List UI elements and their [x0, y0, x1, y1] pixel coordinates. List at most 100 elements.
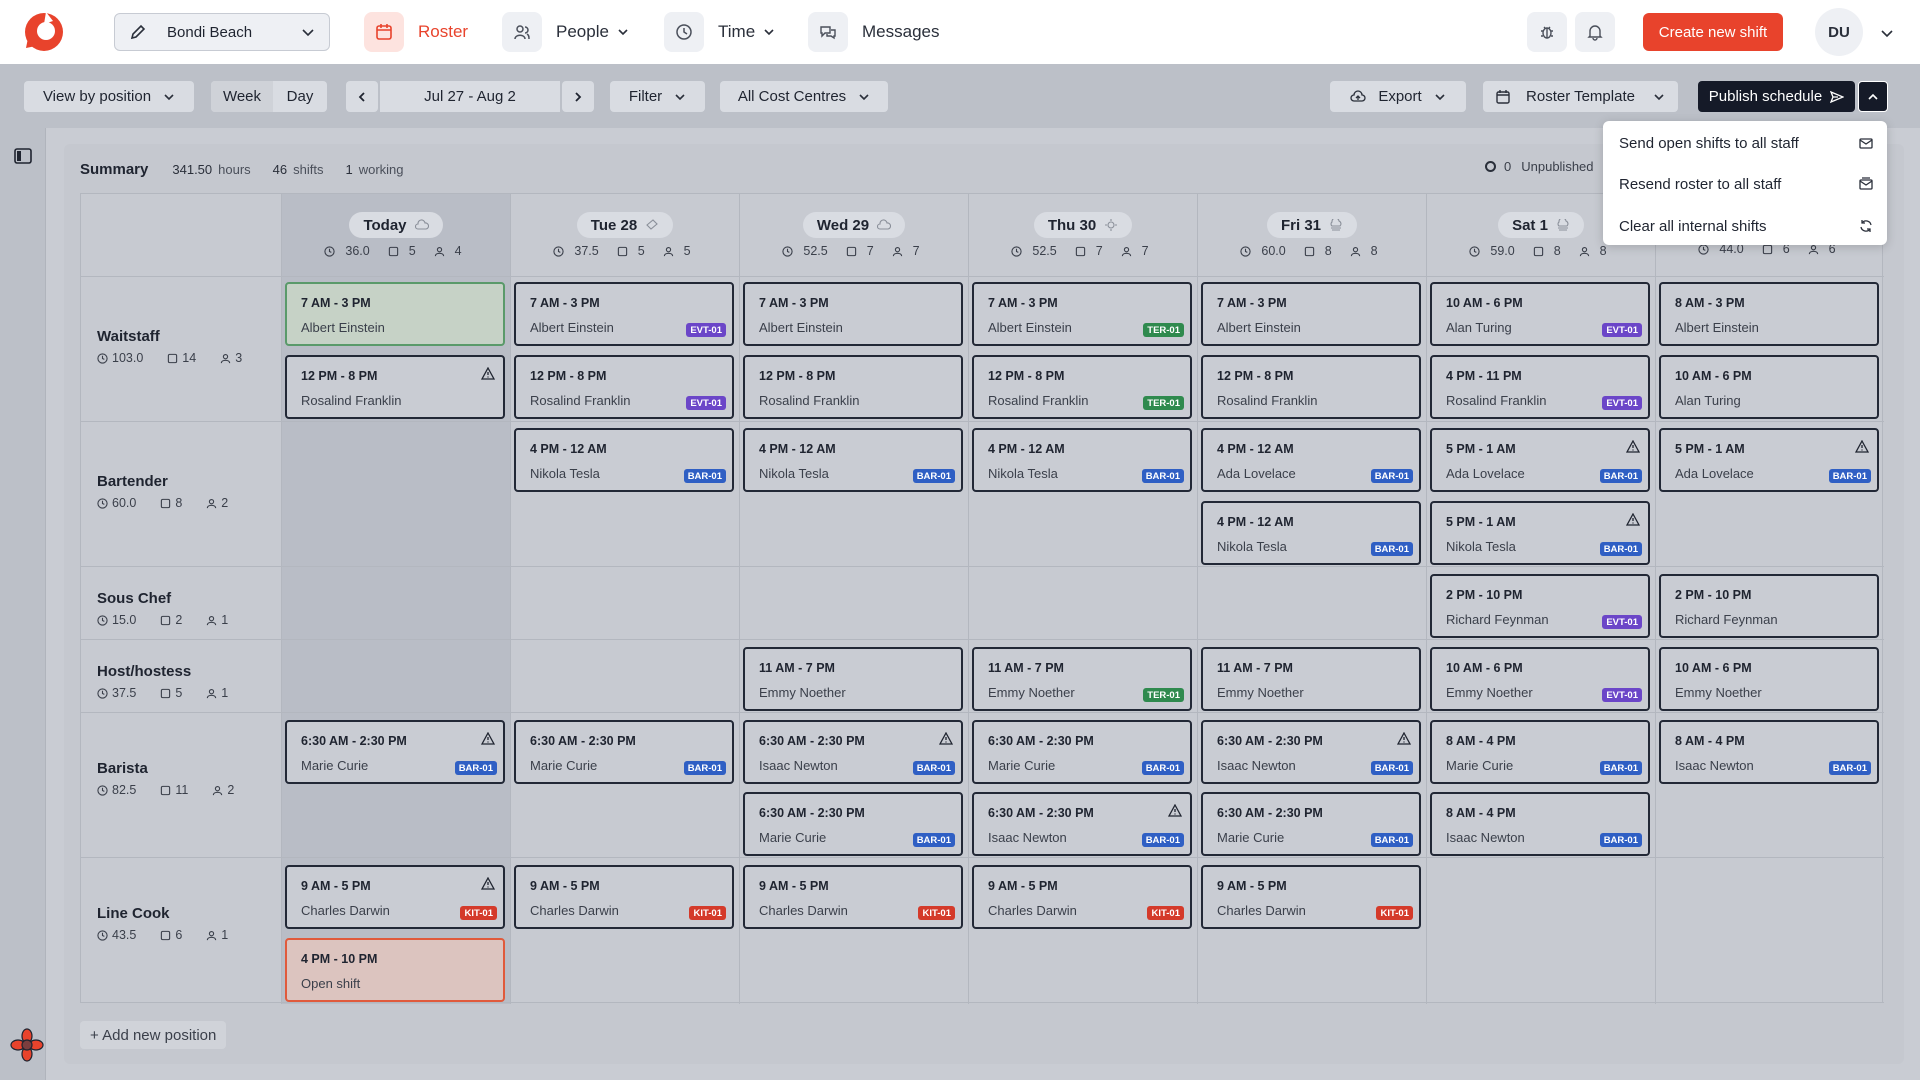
shift-card[interactable]: 6:30 AM - 2:30 PM Marie Curie BAR-01	[285, 720, 505, 784]
shift-card[interactable]: 5 PM - 1 AM Ada Lovelace BAR-01	[1430, 428, 1650, 492]
shift-card[interactable]: 11 AM - 7 PM Emmy Noether	[1201, 647, 1421, 711]
day-header[interactable]: Wed 29 52.5 7 7	[740, 212, 968, 258]
position-label[interactable]: Waitstaff 103.0 14 3	[97, 328, 266, 365]
week-toggle[interactable]: Week	[211, 81, 273, 112]
shift-card[interactable]: 2 PM - 10 PM Richard Feynman EVT-01	[1430, 574, 1650, 638]
publish-schedule-button[interactable]: Publish schedule	[1698, 81, 1855, 112]
position-label[interactable]: Sous Chef 15.0 2 1	[97, 590, 252, 627]
shift-card[interactable]: 8 AM - 4 PM Isaac Newton BAR-01	[1430, 792, 1650, 856]
notifications-button[interactable]	[1575, 12, 1615, 52]
shift-card[interactable]: 6:30 AM - 2:30 PM Marie Curie BAR-01	[972, 720, 1192, 784]
shift-card[interactable]: 9 AM - 5 PM Charles Darwin KIT-01	[1201, 865, 1421, 929]
shift-card[interactable]: 2 PM - 10 PM Richard Feynman	[1659, 574, 1879, 638]
chevron-down-icon[interactable]	[1880, 26, 1894, 40]
shift-card[interactable]: 4 PM - 12 AM Nikola Tesla BAR-01	[972, 428, 1192, 492]
nav-time[interactable]: Time	[664, 12, 775, 52]
shift-card[interactable]: 12 PM - 8 PM Rosalind Franklin EVT-01	[514, 355, 734, 419]
shift-card[interactable]: 10 AM - 6 PM Emmy Noether	[1659, 647, 1879, 711]
position-label[interactable]: Barista 82.5 11 2	[97, 760, 258, 797]
day-toggle[interactable]: Day	[286, 88, 314, 105]
shift-card[interactable]: 7 AM - 3 PM Albert Einstein	[285, 282, 505, 346]
add-new-position-button[interactable]: + Add new position	[80, 1021, 227, 1049]
warning-icon[interactable]	[481, 732, 495, 745]
shift-card[interactable]: 9 AM - 5 PM Charles Darwin KIT-01	[285, 865, 505, 929]
shift-card[interactable]: 8 AM - 4 PM Marie Curie BAR-01	[1430, 720, 1650, 784]
shift-card[interactable]: 7 AM - 3 PM Albert Einstein TER-01	[972, 282, 1192, 346]
open-shift-card[interactable]: 4 PM - 10 PM Open shift	[285, 938, 505, 1002]
warning-icon[interactable]	[1397, 732, 1411, 745]
export-button[interactable]: Export	[1330, 81, 1466, 112]
menu-send-open-shifts[interactable]: Send open shifts to all staff	[1619, 131, 1873, 155]
shift-card[interactable]: 6:30 AM - 2:30 PM Marie Curie BAR-01	[743, 792, 963, 856]
day-header[interactable]: Thu 30 52.5 7 7	[969, 212, 1197, 258]
day-header[interactable]: Tue 28 37.5 5 5	[511, 212, 739, 258]
day-label[interactable]: Fri 31	[1266, 212, 1358, 238]
shift-card[interactable]: 8 AM - 3 PM Albert Einstein	[1659, 282, 1879, 346]
day-label[interactable]: Sat 1	[1498, 212, 1584, 238]
brand-logo[interactable]	[22, 8, 66, 54]
warning-icon[interactable]	[1626, 440, 1640, 453]
shift-card[interactable]: 8 AM - 4 PM Isaac Newton BAR-01	[1659, 720, 1879, 784]
warning-icon[interactable]	[481, 877, 495, 890]
sidebar-toggle-icon[interactable]	[14, 148, 32, 164]
position-label[interactable]: Host/hostess 37.5 5 1	[97, 663, 252, 700]
nav-people[interactable]: People	[502, 12, 629, 52]
shift-card[interactable]: 6:30 AM - 2:30 PM Isaac Newton BAR-01	[743, 720, 963, 784]
shift-card[interactable]: 5 PM - 1 AM Nikola Tesla BAR-01	[1430, 501, 1650, 565]
shift-card[interactable]: 10 AM - 6 PM Emmy Noether EVT-01	[1430, 647, 1650, 711]
shift-card[interactable]: 4 PM - 12 AM Nikola Tesla BAR-01	[743, 428, 963, 492]
shift-card[interactable]: 12 PM - 8 PM Rosalind Franklin	[743, 355, 963, 419]
prev-week-button[interactable]	[346, 81, 378, 112]
shift-card[interactable]: 4 PM - 12 AM Ada Lovelace BAR-01	[1201, 428, 1421, 492]
date-range[interactable]: Jul 27 - Aug 2	[380, 81, 560, 112]
day-label[interactable]: Wed 29	[802, 212, 906, 238]
shift-card[interactable]: 4 PM - 11 PM Rosalind Franklin EVT-01	[1430, 355, 1650, 419]
shift-card[interactable]: 9 AM - 5 PM Charles Darwin KIT-01	[972, 865, 1192, 929]
warning-icon[interactable]	[1855, 440, 1869, 453]
menu-resend-roster[interactable]: Resend roster to all staff	[1619, 172, 1873, 196]
warning-icon[interactable]	[939, 732, 953, 745]
bug-report-button[interactable]	[1527, 12, 1567, 52]
shift-card[interactable]: 12 PM - 8 PM Rosalind Franklin	[1201, 355, 1421, 419]
roster-template-select[interactable]: Roster Template	[1483, 81, 1678, 112]
shift-card[interactable]: 7 AM - 3 PM Albert Einstein EVT-01	[514, 282, 734, 346]
shift-card[interactable]: 11 AM - 7 PM Emmy Noether TER-01	[972, 647, 1192, 711]
position-label[interactable]: Bartender 60.0 8 2	[97, 473, 252, 510]
day-label[interactable]: Tue 28	[576, 212, 674, 238]
day-header[interactable]: Fri 31 60.0 8 8	[1198, 212, 1426, 258]
shift-card[interactable]: 6:30 AM - 2:30 PM Marie Curie BAR-01	[1201, 792, 1421, 856]
warning-icon[interactable]	[1168, 804, 1182, 817]
shift-card[interactable]: 7 AM - 3 PM Albert Einstein	[743, 282, 963, 346]
day-header[interactable]: Today 36.0 5 4	[282, 212, 510, 258]
menu-clear-internal-shifts[interactable]: Clear all internal shifts	[1619, 214, 1873, 238]
shift-card[interactable]: 9 AM - 5 PM Charles Darwin KIT-01	[743, 865, 963, 929]
filter-button[interactable]: Filter	[610, 81, 705, 112]
publish-options-toggle[interactable]	[1858, 81, 1888, 112]
next-week-button[interactable]	[562, 81, 594, 112]
nav-messages[interactable]: Messages	[808, 12, 939, 52]
shift-card[interactable]: 4 PM - 12 AM Nikola Tesla BAR-01	[1201, 501, 1421, 565]
shift-card[interactable]: 10 AM - 6 PM Alan Turing	[1659, 355, 1879, 419]
assistant-flower-icon[interactable]	[10, 1028, 44, 1062]
location-select[interactable]: Bondi Beach	[114, 13, 330, 51]
shift-card[interactable]: 6:30 AM - 2:30 PM Isaac Newton BAR-01	[972, 792, 1192, 856]
nav-roster[interactable]: Roster	[364, 12, 468, 52]
avatar[interactable]: DU	[1815, 8, 1863, 56]
day-label[interactable]: Today	[349, 212, 443, 238]
view-by-select[interactable]: View by position	[24, 81, 194, 112]
shift-card[interactable]: 5 PM - 1 AM Ada Lovelace BAR-01	[1659, 428, 1879, 492]
warning-icon[interactable]	[481, 367, 495, 380]
shift-card[interactable]: 6:30 AM - 2:30 PM Isaac Newton BAR-01	[1201, 720, 1421, 784]
shift-card[interactable]: 10 AM - 6 PM Alan Turing EVT-01	[1430, 282, 1650, 346]
cost-centres-select[interactable]: All Cost Centres	[720, 81, 888, 112]
shift-card[interactable]: 6:30 AM - 2:30 PM Marie Curie BAR-01	[514, 720, 734, 784]
shift-card[interactable]: 9 AM - 5 PM Charles Darwin KIT-01	[514, 865, 734, 929]
shift-card[interactable]: 12 PM - 8 PM Rosalind Franklin TER-01	[972, 355, 1192, 419]
position-label[interactable]: Line Cook 43.5 6 1	[97, 905, 252, 942]
shift-card[interactable]: 7 AM - 3 PM Albert Einstein	[1201, 282, 1421, 346]
shift-card[interactable]: 12 PM - 8 PM Rosalind Franklin	[285, 355, 505, 419]
warning-icon[interactable]	[1626, 513, 1640, 526]
shift-card[interactable]: 11 AM - 7 PM Emmy Noether	[743, 647, 963, 711]
create-new-shift-button[interactable]: Create new shift	[1643, 13, 1783, 51]
shift-card[interactable]: 4 PM - 12 AM Nikola Tesla BAR-01	[514, 428, 734, 492]
